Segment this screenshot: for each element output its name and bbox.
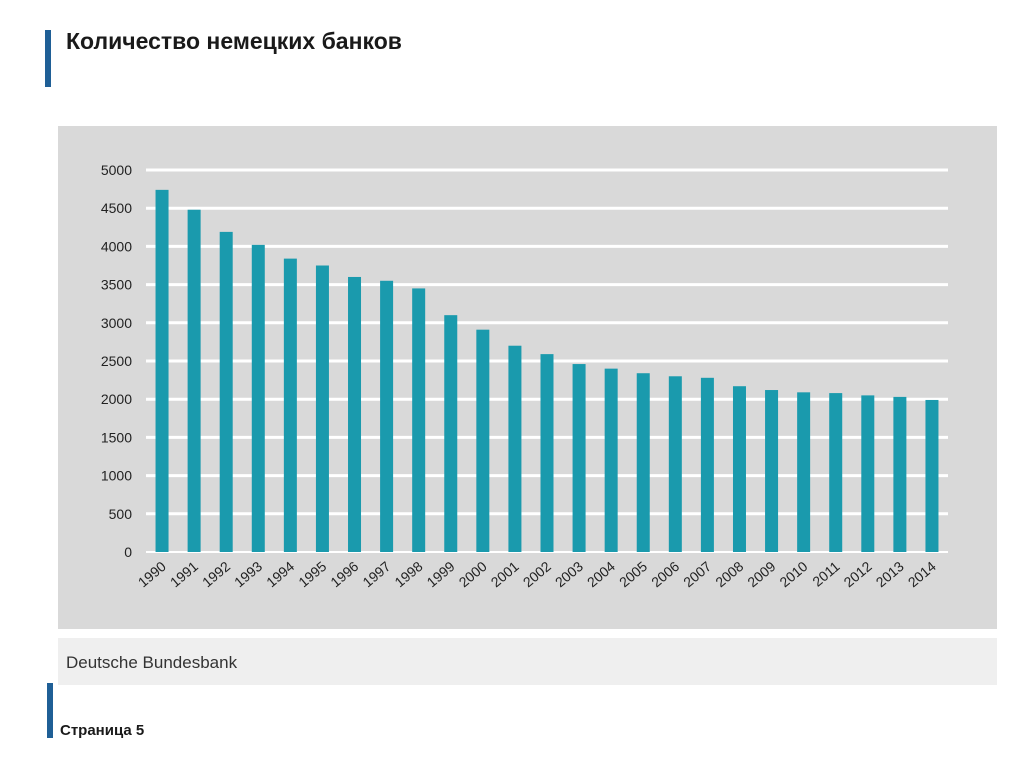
y-tick-label: 1500 bbox=[101, 429, 132, 445]
x-tick-label: 2014 bbox=[905, 558, 939, 590]
bar-2008 bbox=[732, 386, 746, 552]
x-tick-label: 2000 bbox=[456, 558, 490, 590]
bar-1998 bbox=[412, 288, 426, 552]
x-tick-label: 1999 bbox=[424, 558, 458, 590]
bar-2005 bbox=[636, 373, 650, 552]
bar-2012 bbox=[861, 395, 875, 552]
x-tick-label: 2013 bbox=[873, 558, 907, 590]
bar-chart: 0 500 1000 1500 2000 2500 3000 3500 4000 4500 5000… bbox=[101, 162, 948, 590]
x-tick-label: 2007 bbox=[680, 558, 714, 590]
x-tick-label: 2008 bbox=[712, 558, 746, 590]
bar-1996 bbox=[348, 276, 362, 552]
bars bbox=[155, 189, 939, 552]
x-tick-label: 2012 bbox=[841, 558, 875, 590]
bar-2009 bbox=[765, 390, 779, 552]
bar-2013 bbox=[893, 396, 907, 552]
x-tick-label: 1998 bbox=[391, 558, 425, 590]
x-tick-label: 1992 bbox=[199, 558, 233, 590]
y-tick-label: 0 bbox=[124, 544, 132, 560]
y-tick-label: 4000 bbox=[101, 238, 132, 254]
x-tick-label: 1994 bbox=[263, 558, 297, 590]
x-tick-label: 1991 bbox=[167, 558, 201, 590]
bar-2002 bbox=[540, 354, 554, 552]
bar-2011 bbox=[829, 393, 843, 552]
footer-accent-bar bbox=[47, 683, 53, 738]
bar-2006 bbox=[668, 376, 682, 552]
x-tick-label: 1993 bbox=[231, 558, 265, 590]
chart-panel: 0 500 1000 1500 2000 2500 3000 3500 4000 4500 5000… bbox=[58, 126, 997, 629]
bar-1995 bbox=[315, 265, 329, 552]
y-tick-label: 4500 bbox=[101, 200, 132, 216]
x-tick-label: 2004 bbox=[584, 558, 618, 590]
bar-1999 bbox=[444, 315, 458, 552]
x-tick-label: 2006 bbox=[648, 558, 682, 590]
x-tick-label: 1995 bbox=[295, 558, 329, 590]
x-tick-label: 2003 bbox=[552, 558, 586, 590]
x-tick-label: 1997 bbox=[359, 558, 393, 590]
x-tick-label: 2010 bbox=[776, 558, 810, 590]
source-label: Deutsche Bundesbank bbox=[66, 653, 238, 672]
x-tick-label: 2005 bbox=[616, 558, 650, 590]
slide-title: Количество немецких банков bbox=[66, 28, 402, 54]
y-tick-label: 2500 bbox=[101, 353, 132, 369]
bar-2004 bbox=[604, 368, 618, 552]
x-tick-label: 2011 bbox=[809, 558, 843, 590]
bar-2007 bbox=[700, 377, 714, 552]
x-axis-ticks: 1990199119921993199419951996199719981999… bbox=[135, 558, 939, 590]
bar-1994 bbox=[283, 258, 297, 552]
bar-1990 bbox=[155, 189, 169, 552]
x-tick-label: 2002 bbox=[520, 558, 554, 590]
x-tick-label: 1990 bbox=[135, 558, 169, 590]
x-tick-label: 2001 bbox=[488, 558, 522, 590]
y-tick-label: 3000 bbox=[101, 315, 132, 331]
bar-1997 bbox=[380, 280, 394, 552]
title-accent-bar bbox=[45, 30, 51, 87]
page-number: Страница 5 bbox=[60, 722, 145, 739]
bar-1993 bbox=[251, 244, 265, 552]
y-tick-label: 2000 bbox=[101, 391, 132, 407]
y-tick-label: 3500 bbox=[101, 277, 132, 293]
source-box: Deutsche Bundesbank bbox=[58, 638, 997, 685]
x-tick-label: 2009 bbox=[744, 558, 778, 590]
bar-2000 bbox=[476, 329, 490, 552]
bar-2014 bbox=[925, 399, 939, 552]
x-tick-label: 1996 bbox=[327, 558, 361, 590]
bar-1992 bbox=[219, 231, 233, 552]
bar-2003 bbox=[572, 364, 586, 552]
y-tick-label: 5000 bbox=[101, 162, 132, 178]
y-tick-label: 1000 bbox=[101, 468, 132, 484]
y-tick-label: 500 bbox=[109, 506, 133, 522]
bar-1991 bbox=[187, 209, 201, 552]
bar-2001 bbox=[508, 345, 522, 552]
bar-2010 bbox=[797, 392, 811, 552]
y-axis-ticks: 0 500 1000 1500 2000 2500 3000 3500 4000 4500 5000 bbox=[101, 162, 132, 560]
